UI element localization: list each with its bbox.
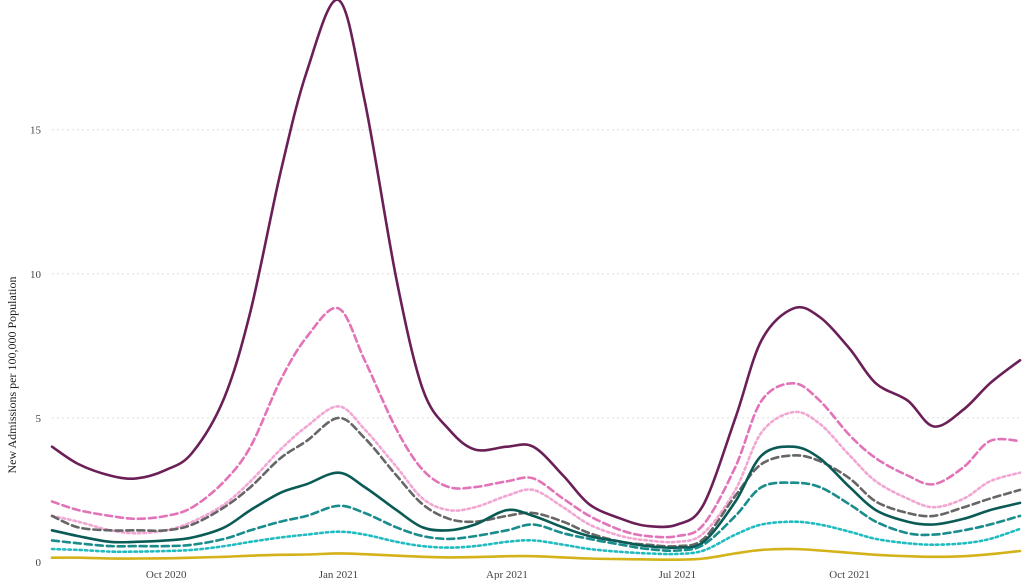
series-line-8: [50, 547, 1022, 562]
x-axis: Oct 2020 Jan 2021 Apr 2021 Jul 2021 Oct 2021: [146, 569, 870, 580]
y-tick-label: 0: [36, 557, 42, 569]
series-line-7: [50, 520, 1022, 556]
y-axis-title: New Admissions per 100,000 Population: [5, 277, 19, 474]
series-line-6: [50, 481, 1022, 553]
series-line-3: [50, 405, 1022, 544]
x-tick-label: Jan 2021: [319, 569, 358, 580]
series-lines: [50, 0, 1022, 562]
gridlines: [52, 129, 1020, 419]
series-line-5: [50, 445, 1022, 550]
x-tick-label: Oct 2020: [146, 569, 187, 580]
x-tick-label: Oct 2021: [829, 569, 870, 580]
series-line-1: [50, 0, 1022, 529]
y-tick-label: 15: [30, 125, 42, 137]
series-line-2: [50, 306, 1022, 539]
y-tick-label: 5: [36, 413, 42, 425]
series-line-4: [50, 416, 1022, 548]
y-tick-label: 10: [30, 269, 42, 281]
x-tick-label: Apr 2021: [486, 569, 528, 580]
y-axis: 0 5 10 15: [30, 125, 42, 569]
x-tick-label: Jul 2021: [659, 569, 697, 580]
